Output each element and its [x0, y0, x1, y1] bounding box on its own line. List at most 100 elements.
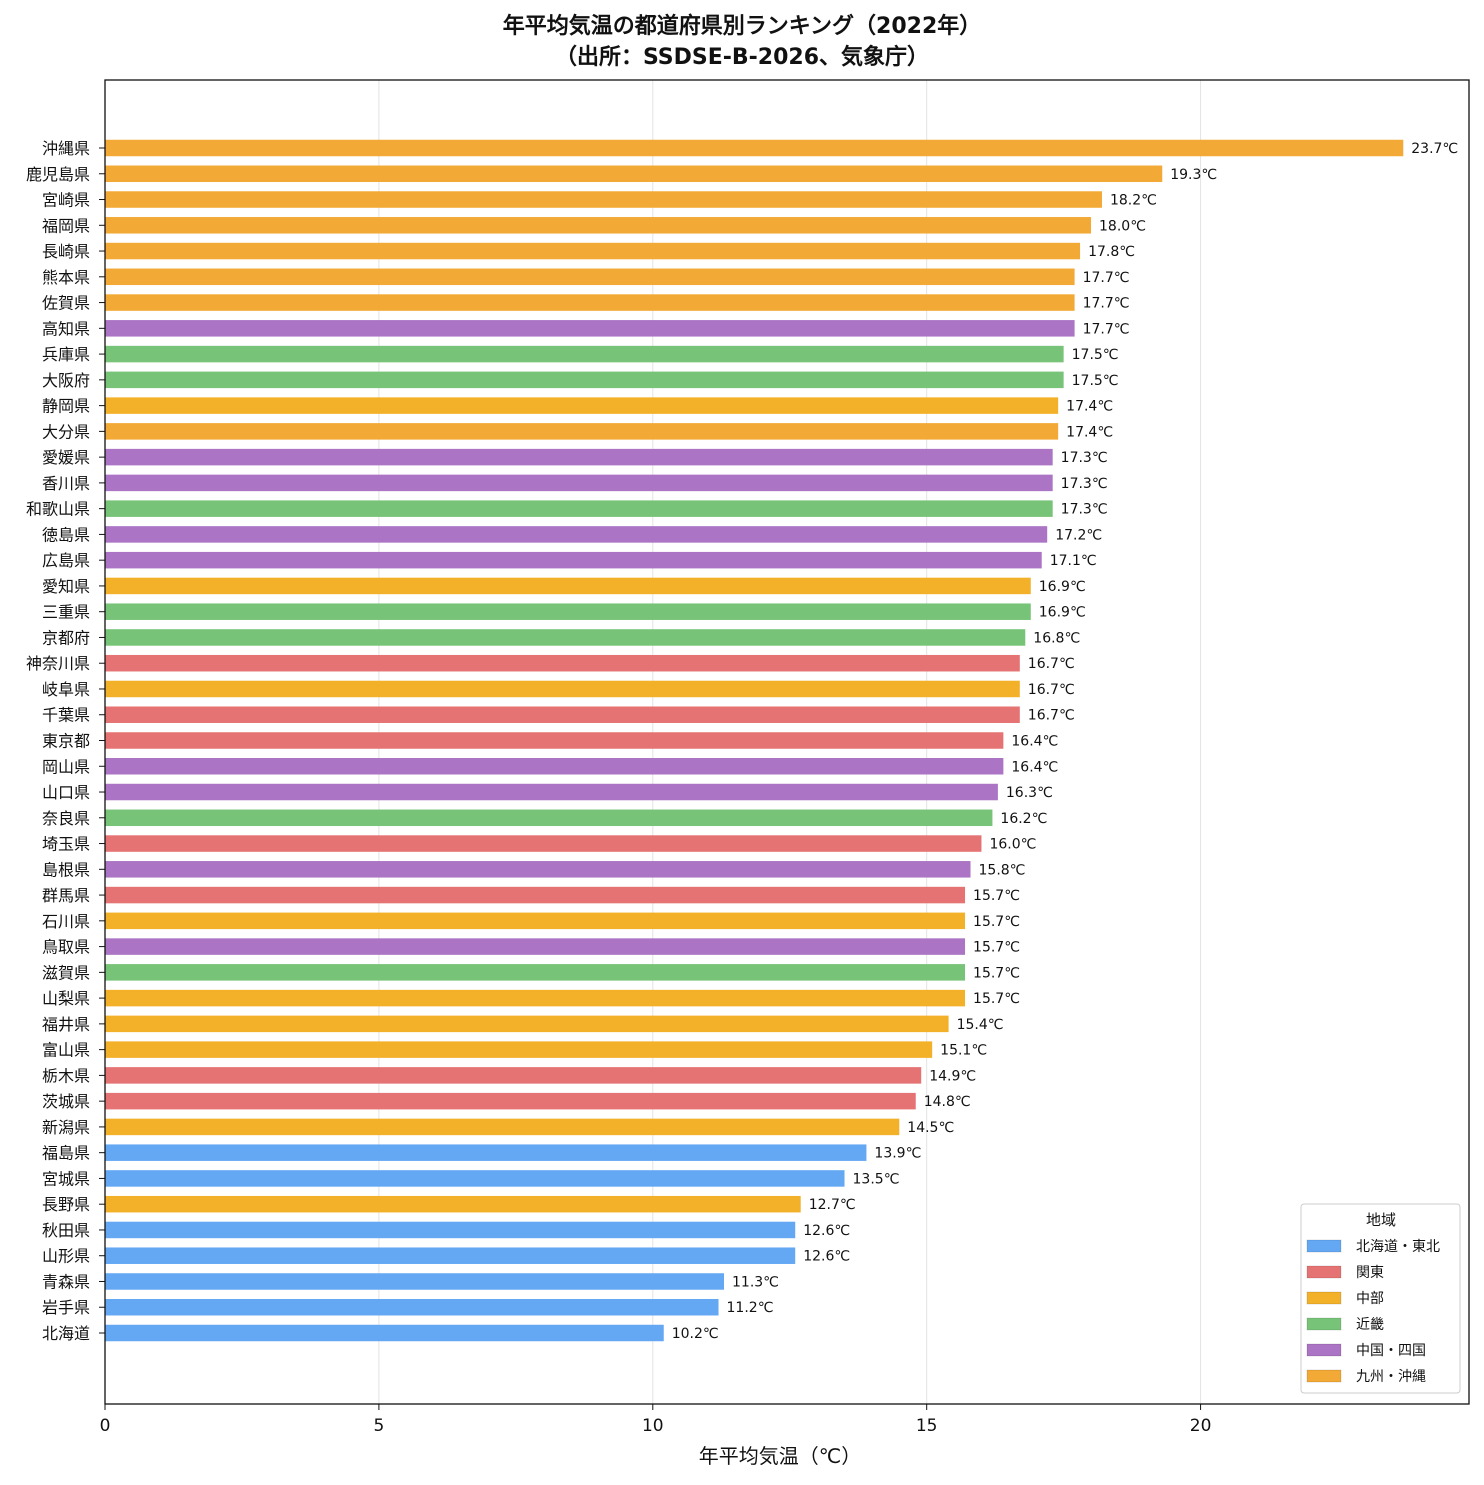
value-label: 15.8℃: [979, 862, 1026, 878]
bar: [105, 1015, 949, 1033]
bar: [105, 294, 1075, 311]
category-label: 宮崎県: [42, 191, 90, 210]
category-label: 山口県: [42, 783, 90, 802]
legend-title: 地域: [1366, 1211, 1396, 1229]
value-label: 15.7℃: [973, 991, 1020, 1007]
bar: [105, 1170, 845, 1187]
bar: [105, 964, 966, 981]
bar: [105, 1298, 719, 1316]
value-label: 17.8℃: [1088, 244, 1135, 260]
value-label: 16.0℃: [989, 837, 1036, 853]
value-label: 12.7℃: [809, 1197, 856, 1213]
category-label: 宮城県: [42, 1169, 90, 1188]
category-label: 福井県: [42, 1015, 90, 1034]
value-label: 15.1℃: [940, 1043, 987, 1059]
x-tick-label: 5: [373, 1416, 384, 1436]
category-label: 和歌山県: [26, 500, 90, 519]
category-label: 静岡県: [42, 397, 90, 416]
chart-subtitle: （出所：SSDSE-B-2026、気象庁）: [555, 44, 929, 70]
category-label: 徳島県: [42, 525, 90, 544]
bar: [105, 603, 1031, 620]
bar: [105, 783, 998, 801]
bar: [105, 217, 1092, 234]
bar: [105, 1273, 725, 1290]
category-label: 新潟県: [42, 1118, 90, 1137]
bar: [105, 629, 1026, 646]
category-label: 栃木県: [42, 1066, 90, 1085]
category-label: 神奈川県: [26, 654, 90, 673]
legend-entry: 九州・沖縄: [1356, 1369, 1426, 1385]
category-label: 鳥取県: [42, 938, 90, 957]
x-axis-ticks: 0 5 10 15 20: [100, 1404, 1211, 1436]
legend-entry: 近畿: [1356, 1317, 1384, 1333]
value-label: 14.5℃: [907, 1120, 954, 1136]
value-label: 13.5℃: [853, 1171, 900, 1187]
value-label: 17.7℃: [1083, 270, 1130, 286]
category-label: 岡山県: [42, 757, 90, 776]
category-label: 三重県: [42, 603, 90, 622]
category-label: 富山県: [42, 1041, 90, 1060]
value-label: 15.7℃: [973, 965, 1020, 981]
category-label: 山形県: [42, 1247, 90, 1266]
chart-title: 年平均気温の都道府県別ランキング（2022年）: [503, 13, 982, 39]
category-label: 秋田県: [42, 1221, 90, 1240]
bar: [105, 654, 1020, 672]
bar: [105, 809, 993, 827]
value-label: 12.6℃: [803, 1223, 850, 1239]
bar: [105, 835, 982, 852]
bar: [105, 397, 1059, 414]
legend-swatch: [1306, 1239, 1342, 1253]
category-label: 佐賀県: [42, 294, 90, 313]
value-label: 19.3℃: [1170, 167, 1217, 183]
bar: [105, 320, 1075, 337]
category-label: 広島県: [42, 551, 90, 570]
bar: [105, 1247, 796, 1264]
legend-swatch: [1306, 1369, 1342, 1383]
category-label: 沖縄県: [42, 139, 90, 158]
category-label: 北海道: [42, 1324, 90, 1343]
value-label: 15.7℃: [973, 940, 1020, 956]
value-label: 16.8℃: [1033, 630, 1080, 646]
bar: [105, 526, 1048, 543]
value-label: 17.3℃: [1061, 502, 1108, 518]
category-label: 大分県: [42, 422, 90, 441]
x-tick-label: 10: [642, 1416, 664, 1436]
bars: [105, 139, 1404, 1342]
value-label: 16.9℃: [1039, 579, 1086, 595]
bar: [105, 1041, 933, 1058]
category-label: 鹿児島県: [26, 165, 90, 184]
bar: [105, 500, 1053, 517]
category-labels: 沖縄県鹿児島県宮崎県福岡県長崎県熊本県佐賀県高知県兵庫県大阪府静岡県大分県愛媛県…: [26, 139, 105, 1343]
value-label: 23.7℃: [1411, 141, 1458, 157]
category-label: 島根県: [42, 860, 90, 879]
category-label: 岐阜県: [42, 680, 90, 699]
value-label: 17.4℃: [1066, 424, 1113, 440]
bar: [105, 706, 1020, 723]
bar: [105, 680, 1020, 698]
bar: [105, 1092, 916, 1110]
category-label: 岩手県: [42, 1298, 90, 1317]
legend-entry: 中国・四国: [1356, 1343, 1426, 1359]
bar: [105, 448, 1053, 466]
category-label: 青森県: [42, 1272, 90, 1291]
category-label: 滋賀県: [42, 963, 90, 982]
category-label: 福島県: [42, 1144, 90, 1163]
value-labels: 23.7℃ 19.3℃ 18.2℃ 18.0℃ 17.8℃ 17.7℃ 17.7℃ 17.7℃…: [672, 141, 1458, 1342]
bar: [105, 423, 1059, 440]
bar: [105, 345, 1064, 363]
value-label: 18.0℃: [1099, 218, 1146, 234]
bar: [105, 1324, 664, 1342]
value-label: 17.7℃: [1083, 296, 1130, 312]
legend-entry: 中部: [1356, 1291, 1384, 1307]
category-label: 兵庫県: [42, 345, 90, 364]
value-label: 17.1℃: [1050, 553, 1097, 569]
value-label: 10.2℃: [672, 1326, 719, 1342]
bar: [105, 886, 966, 904]
value-label: 12.6℃: [803, 1249, 850, 1265]
value-label: 17.2℃: [1055, 527, 1102, 543]
value-label: 16.7℃: [1028, 656, 1075, 672]
category-label: 埼玉県: [42, 835, 90, 854]
bar: [105, 758, 1004, 775]
bar: [105, 861, 971, 878]
